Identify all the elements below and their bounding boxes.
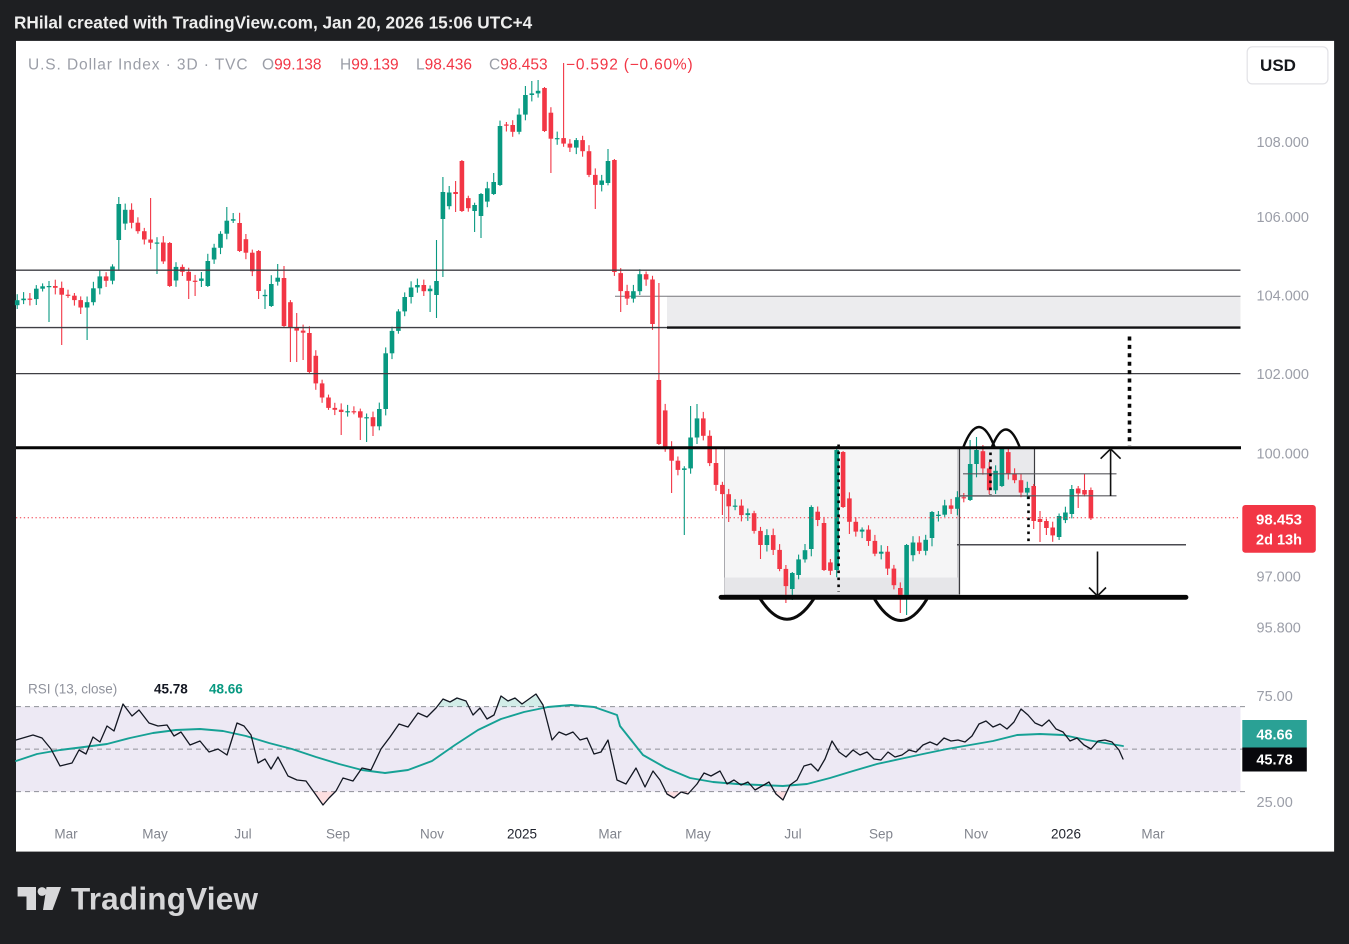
svg-text:75.00: 75.00 — [1257, 689, 1293, 705]
svg-text:Nov: Nov — [420, 827, 444, 842]
svg-text:TradingView: TradingView — [71, 881, 258, 917]
svg-text:Sep: Sep — [326, 827, 350, 842]
svg-text:Mar: Mar — [1141, 827, 1165, 842]
svg-text:48.66: 48.66 — [1256, 727, 1292, 743]
svg-text:Sep: Sep — [869, 827, 893, 842]
svg-text:Jul: Jul — [784, 827, 801, 842]
svg-text:104.000: 104.000 — [1257, 289, 1309, 305]
svg-text:45.78: 45.78 — [1256, 753, 1292, 769]
svg-text:98.453: 98.453 — [1256, 512, 1302, 529]
svg-text:Jul: Jul — [234, 827, 251, 842]
svg-text:106.000: 106.000 — [1257, 210, 1309, 226]
svg-text:2026: 2026 — [1051, 827, 1081, 842]
svg-text:97.000: 97.000 — [1257, 570, 1301, 586]
svg-text:48.66: 48.66 — [209, 682, 243, 697]
svg-text:RSI (13, close): RSI (13, close) — [28, 682, 117, 697]
svg-text:May: May — [685, 827, 711, 842]
svg-text:95.800: 95.800 — [1257, 621, 1301, 637]
svg-text:USD: USD — [1260, 56, 1296, 75]
svg-text:May: May — [142, 827, 168, 842]
svg-text:Mar: Mar — [54, 827, 78, 842]
svg-text:45.78: 45.78 — [154, 682, 188, 697]
svg-text:25.00: 25.00 — [1257, 795, 1293, 811]
svg-text:RHilal created with TradingVie: RHilal created with TradingView.com, Jan… — [14, 13, 533, 33]
svg-text:102.000: 102.000 — [1257, 367, 1309, 383]
svg-text:2025: 2025 — [507, 827, 537, 842]
svg-text:100.000: 100.000 — [1257, 447, 1309, 463]
svg-text:Mar: Mar — [598, 827, 622, 842]
svg-text:Nov: Nov — [964, 827, 988, 842]
svg-text:2d 13h: 2d 13h — [1256, 533, 1302, 549]
svg-text:108.000: 108.000 — [1257, 135, 1309, 151]
